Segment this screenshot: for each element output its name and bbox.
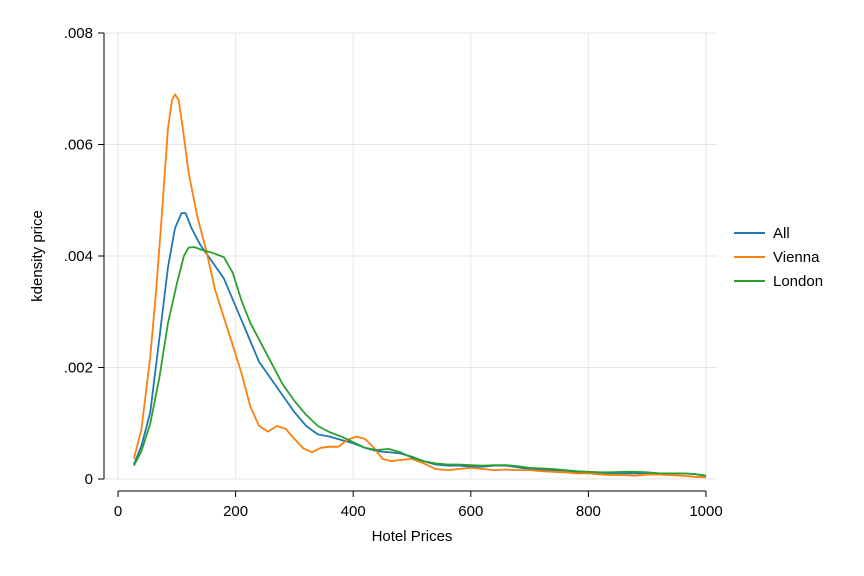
series-line-london xyxy=(133,246,707,477)
y-tick-label: .008 xyxy=(64,25,93,42)
x-tick-label: 400 xyxy=(341,503,366,520)
series-lines xyxy=(133,93,707,479)
gridlines xyxy=(104,32,717,480)
series-line-vienna xyxy=(133,93,707,479)
y-tick-label: 0 xyxy=(85,471,93,488)
y-axis-title: kdensity price xyxy=(29,210,46,302)
x-tick-label: 200 xyxy=(223,503,248,520)
x-tick-label: 1000 xyxy=(689,503,722,520)
y-tick-label: .004 xyxy=(64,248,93,265)
legend-label-vienna: Vienna xyxy=(773,249,820,266)
legend-label-all: All xyxy=(773,225,790,242)
y-tick-label: .006 xyxy=(64,137,93,154)
x-tick-label: 0 xyxy=(114,503,122,520)
x-tick-label: 600 xyxy=(458,503,483,520)
x-tick-label: 800 xyxy=(576,503,601,520)
x-axis-ticks: 0 200 400 600 800 1000 xyxy=(114,491,723,520)
legend: All Vienna London xyxy=(734,225,823,290)
x-axis-title: Hotel Prices xyxy=(372,528,453,545)
y-tick-label: .002 xyxy=(64,360,93,377)
legend-label-london: London xyxy=(773,273,823,290)
y-axis-ticks: 0 .002 .004 .006 .008 xyxy=(64,25,104,488)
